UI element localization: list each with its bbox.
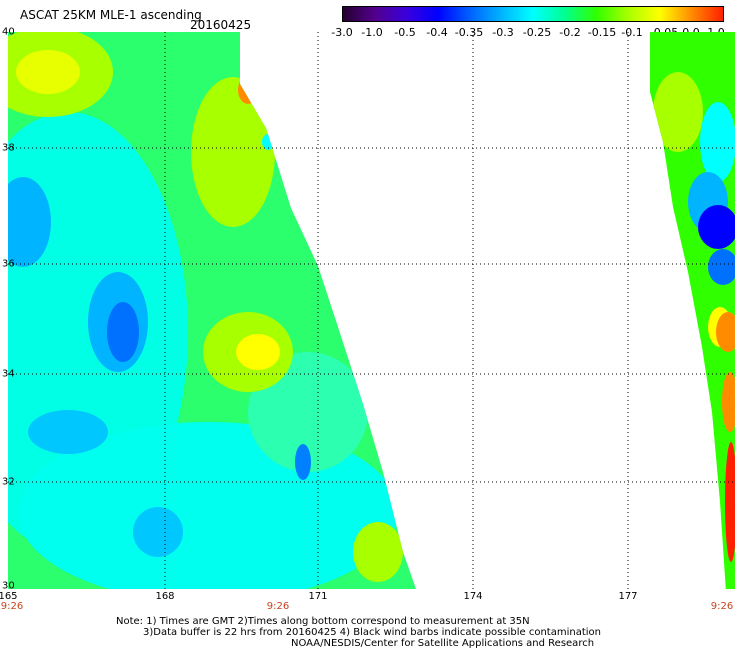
lat-label: 38 [2, 142, 15, 154]
swath-left [8, 32, 416, 589]
time-label: 9:26 [710, 601, 734, 612]
lon-label: 165 [0, 591, 18, 602]
colorbar-label: -0.3 [492, 26, 514, 39]
lat-label: 40 [2, 26, 15, 38]
note-line: NOAA/NESDIS/Center for Satellite Applica… [291, 638, 595, 649]
lon-label: 171 [308, 591, 328, 602]
product-date: 20160425 [190, 18, 252, 32]
note-line: Note: 1) Times are GMT 2)Times along bot… [116, 616, 530, 627]
scatterometer-map [8, 32, 735, 589]
colorbar-label: -0.5 [394, 26, 416, 39]
note-line: 3)Data buffer is 22 hrs from 20160425 4)… [143, 627, 601, 638]
colorbar-label: -1.0 [361, 26, 383, 39]
lon-label: 177 [618, 591, 638, 602]
colorbar-label: -0.35 [454, 26, 484, 39]
lon-label: 174 [463, 591, 483, 602]
lon-label: 168 [155, 591, 175, 602]
lat-label: 32 [2, 476, 15, 488]
graticule [8, 32, 735, 589]
time-label: 9:26 [266, 601, 290, 612]
colorbar-label: -0.4 [426, 26, 448, 39]
lat-label: 36 [2, 258, 15, 270]
colorbar-label: -0.1 [621, 26, 643, 39]
colorbar-gradient [342, 6, 724, 22]
product-title: ASCAT 25KM MLE-1 ascending [20, 8, 202, 22]
time-label: 9:26 [0, 601, 24, 612]
lat-label: 30 [2, 580, 15, 592]
colorbar-label: -0.25 [522, 26, 552, 39]
lat-label: 34 [2, 368, 15, 380]
colorbar-label: -0.2 [559, 26, 581, 39]
colorbar-label: -3.0 [331, 26, 353, 39]
swath-right [650, 32, 735, 589]
colorbar-label: -0.15 [587, 26, 617, 39]
